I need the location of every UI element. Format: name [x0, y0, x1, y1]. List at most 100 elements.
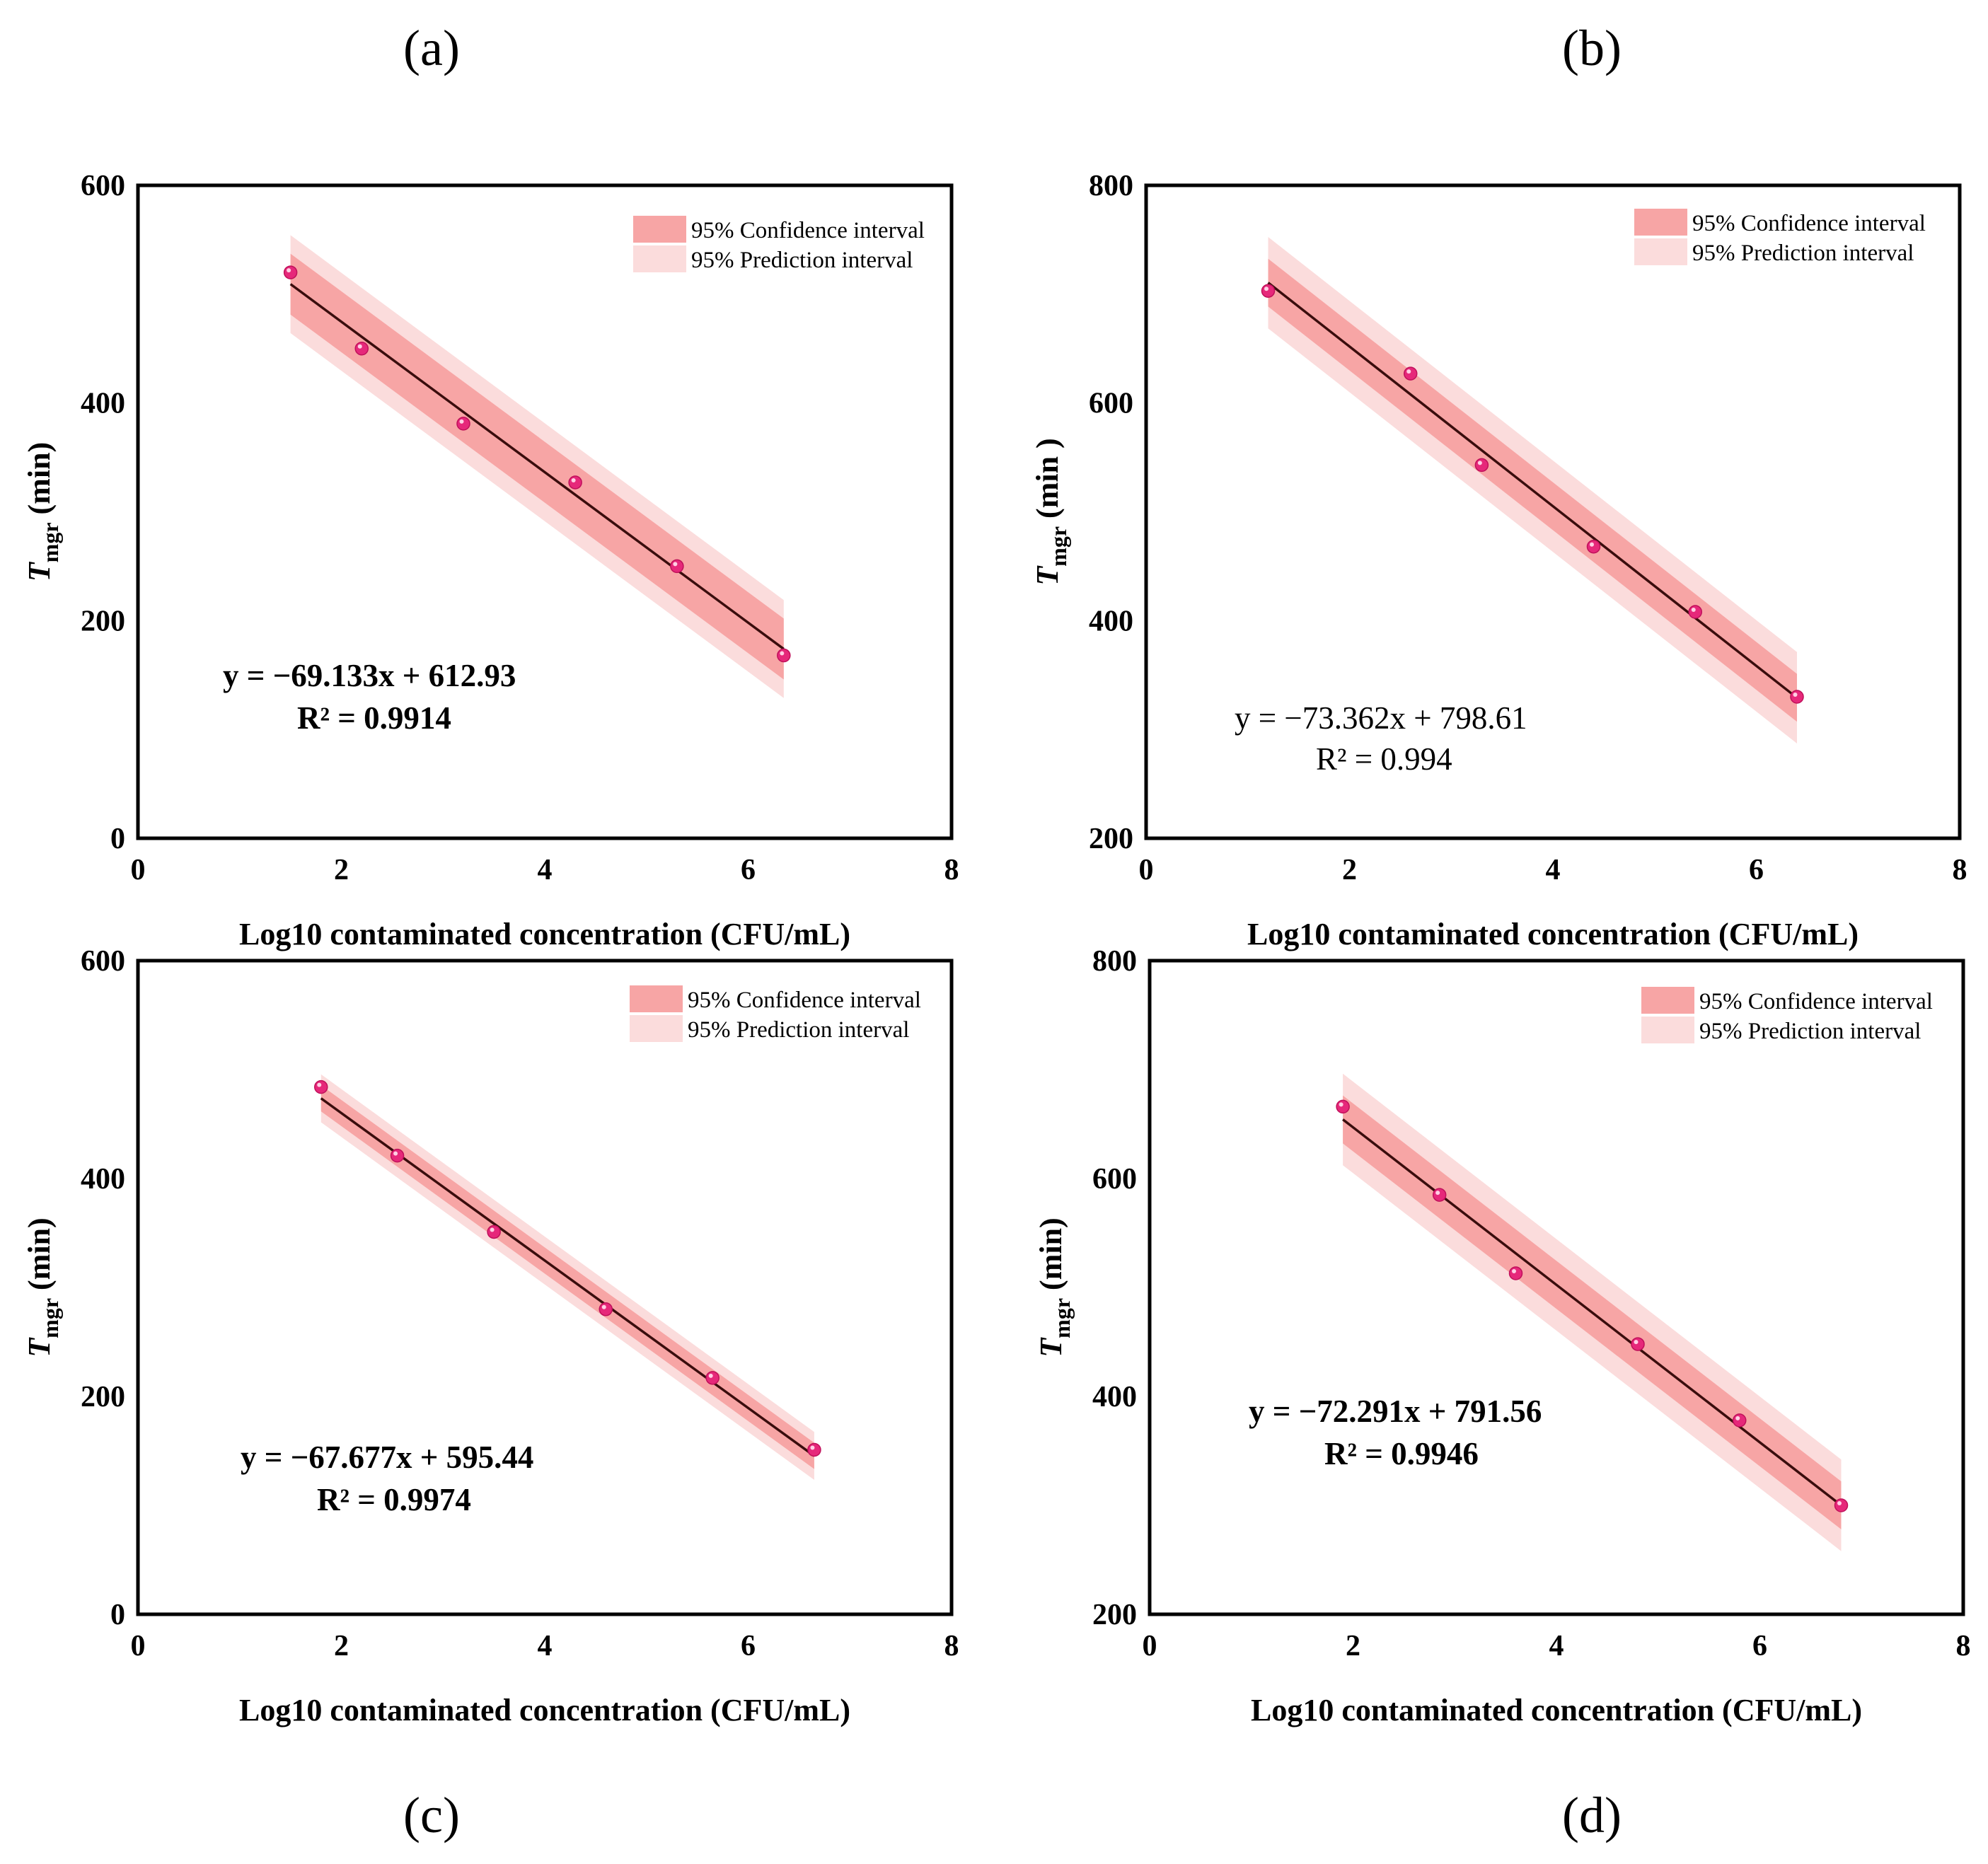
y-axis-label-unit: (min): [22, 442, 57, 523]
y-axis-label-main: T: [22, 561, 57, 581]
y-tick-label: 200: [1092, 1599, 1137, 1631]
y-axis-label-main: T: [1034, 1337, 1068, 1358]
data-point: [1733, 1413, 1747, 1428]
x-tick-label: 2: [1342, 854, 1357, 886]
regression-equation: y = −72.291x + 791.56: [1249, 1394, 1542, 1429]
legend-swatch-confidence: [633, 216, 686, 243]
data-point: [456, 417, 470, 431]
data-point-highlight: [1435, 1191, 1440, 1196]
data-point-highlight: [1634, 1340, 1639, 1345]
x-tick-label: 2: [334, 854, 349, 886]
r-squared: R² = 0.994: [1316, 741, 1452, 777]
legend-label-prediction: 95% Prediction interval: [1692, 241, 1914, 266]
data-point-highlight: [459, 419, 464, 424]
chart-panel-c: (c) 0 2 4 6 8 0 200 400 600 Log10 contaminated con…: [22, 945, 959, 1843]
x-tick-label: 8: [944, 1630, 959, 1662]
chart-panel-d: (d) 0 2 4 6 8 200 400 600 800 Log10 contaminated c…: [1034, 945, 1971, 1843]
data-point-highlight: [1406, 369, 1411, 374]
legend-swatch-prediction: [1634, 238, 1687, 265]
data-point-highlight: [1691, 608, 1696, 613]
y-tick-label: 400: [81, 1163, 125, 1196]
chart-panel-a: (a) 0 2 4 6 8 0 200 400 600 Log10 contaminated con…: [22, 20, 959, 951]
y-axis-label: Tmgr (min): [22, 1217, 63, 1357]
plot-frame: [1148, 959, 1965, 1616]
x-axis-label: Log10 contaminated concentration (CFU/mL…: [239, 1693, 850, 1727]
plot-frame: [136, 959, 954, 1616]
data-point-highlight: [393, 1151, 398, 1156]
x-tick-label: 4: [1549, 1630, 1564, 1662]
y-tick-label: 200: [81, 1381, 125, 1413]
y-axis-label-unit: (min ): [1030, 438, 1065, 526]
data-point-highlight: [1477, 461, 1482, 465]
data-point: [283, 265, 298, 279]
x-tick-label: 8: [1953, 854, 1967, 886]
r-squared: R² = 0.9914: [297, 700, 451, 736]
data-point-highlight: [1590, 542, 1594, 547]
x-tick-label: 8: [1956, 1630, 1971, 1662]
y-tick-label: 0: [110, 1599, 125, 1631]
data-point: [1631, 1337, 1645, 1351]
data-point: [1474, 458, 1489, 473]
r-squared: R² = 0.9974: [317, 1482, 471, 1517]
y-axis-label-unit: (min): [22, 1217, 57, 1298]
data-point: [390, 1148, 405, 1163]
data-point: [1790, 690, 1804, 704]
data-point-highlight: [780, 651, 785, 656]
regression-equation: y = −73.362x + 798.61: [1235, 700, 1527, 736]
legend-label-confidence: 95% Confidence interval: [1692, 211, 1926, 236]
legend-label-confidence: 95% Confidence interval: [691, 218, 925, 243]
data-point-highlight: [357, 344, 362, 349]
y-tick-label: 800: [1089, 170, 1133, 202]
x-axis-label: Log10 contaminated concentration (CFU/mL…: [1247, 917, 1859, 951]
y-axis-label: Tmgr (min ): [1030, 438, 1071, 585]
data-point-highlight: [1264, 286, 1268, 291]
y-axis-label: Tmgr (min): [22, 442, 63, 581]
x-tick-label: 0: [131, 1630, 146, 1662]
legend-swatch-prediction: [633, 245, 686, 272]
legend-swatch-prediction: [630, 1015, 683, 1042]
data-point: [568, 475, 582, 490]
panel-label: (b): [1562, 20, 1622, 76]
data-point-highlight: [1512, 1268, 1516, 1273]
y-tick-label: 400: [81, 388, 125, 420]
data-point: [599, 1302, 613, 1316]
data-point: [807, 1442, 821, 1457]
data-point-highlight: [673, 562, 678, 567]
legend: 95% Confidence interval 95% Prediction in…: [630, 985, 921, 1043]
data-point: [487, 1225, 501, 1239]
data-point: [1432, 1188, 1447, 1202]
data-point: [1834, 1498, 1849, 1512]
panel-label: (a): [403, 20, 460, 76]
x-tick-label: 8: [944, 854, 959, 886]
data-point: [1336, 1099, 1350, 1114]
legend-label-prediction: 95% Prediction interval: [1699, 1019, 1921, 1044]
regression-equation: y = −67.677x + 595.44: [241, 1440, 533, 1475]
data-point-highlight: [601, 1304, 606, 1309]
data-point-highlight: [317, 1082, 322, 1087]
legend: 95% Confidence interval 95% Prediction in…: [1641, 987, 1933, 1044]
regression-equation: y = −69.133x + 612.93: [223, 658, 516, 693]
y-axis-label-sub: mgr: [1049, 1298, 1075, 1338]
data-point-highlight: [1837, 1501, 1842, 1505]
y-tick-label: 600: [1089, 388, 1133, 420]
panel-label: (d): [1562, 1787, 1622, 1843]
y-tick-label: 0: [110, 823, 125, 855]
y-tick-label: 800: [1092, 945, 1137, 978]
chart-panel-b: (b) 0 2 4 6 8 200 400 600 800 Log10 contaminated c…: [1030, 20, 1967, 951]
x-tick-label: 6: [1749, 854, 1764, 886]
r-squared: R² = 0.9946: [1324, 1436, 1479, 1471]
x-tick-label: 4: [538, 1630, 553, 1662]
plot-frame: [136, 183, 954, 840]
y-axis-label-sub: mgr: [37, 1298, 63, 1338]
y-tick-label: 600: [81, 170, 125, 202]
data-point: [314, 1079, 328, 1094]
x-tick-label: 4: [538, 854, 553, 886]
x-tick-label: 6: [741, 854, 756, 886]
legend-swatch-confidence: [630, 985, 683, 1012]
y-axis-label: Tmgr (min): [1034, 1217, 1075, 1357]
x-axis-label: Log10 contaminated concentration (CFU/mL…: [1251, 1693, 1862, 1727]
data-point-highlight: [490, 1227, 495, 1232]
y-axis-label-sub: mgr: [37, 522, 63, 562]
legend-swatch-confidence: [1634, 209, 1687, 236]
